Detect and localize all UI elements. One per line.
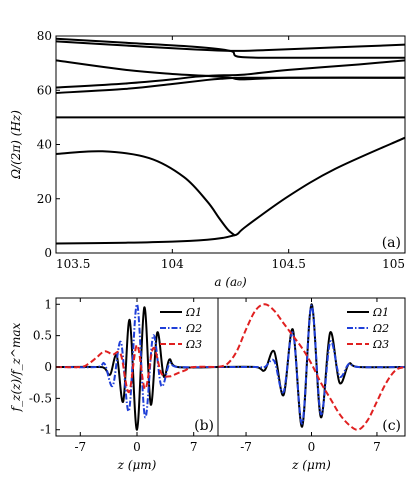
panel-b-xlabel: z (μm): [117, 458, 157, 472]
panel-a-ytick-label: 60: [37, 83, 52, 97]
panel-b-series-2-line: [56, 303, 218, 419]
panel-a-xtick-label: 103.5: [56, 257, 90, 271]
panel-c-legend-label-1: Ω1: [372, 306, 389, 319]
panel-a-series-7-line: [56, 40, 405, 52]
panel-a-series-1-line: [56, 136, 405, 245]
panel-b-label: (b): [194, 418, 214, 434]
panel-a-series-2-line: [56, 150, 236, 237]
panel-c-xtick-label: -7: [240, 440, 252, 454]
panel-b-ytick-label: 0: [44, 360, 52, 374]
panel-a-series-6-line: [56, 59, 405, 81]
panel-a-series-5-line: [56, 59, 405, 89]
panel-c-legend-label-3: Ω3: [372, 338, 389, 351]
panel-a-label: (a): [382, 235, 401, 251]
panel-a-ytick-label: 40: [37, 138, 52, 152]
panel-b-xtick-label: 7: [190, 440, 198, 454]
panel-b-xtick-label: 0: [133, 440, 141, 454]
panel-b-ytick-label: 1: [44, 297, 52, 311]
panel-c-xtick-label: 0: [308, 440, 316, 454]
panel-a-ytick-label: 20: [37, 192, 52, 206]
panel-a-xtick-label: 104.5: [271, 257, 305, 271]
panel-b-ytick-label: -0.5: [29, 391, 52, 405]
panel-c-label: (c): [382, 418, 401, 434]
panel-a-ytick-label: 80: [37, 29, 52, 43]
panel-b-ylabel: f_z(z)/f_z^max: [9, 322, 23, 412]
panel-b-legend-label-2: Ω2: [185, 322, 202, 335]
panel-b-legend-label-3: Ω3: [185, 338, 202, 351]
panel-b-ytick-label: 0.5: [33, 329, 52, 343]
panel-b-legend-label-1: Ω1: [185, 306, 202, 319]
panel-a-ylabel: Ω/(2π) (Hz): [9, 110, 23, 180]
panel-b-ytick-label: -1: [40, 423, 52, 437]
panel-c-series-3-line: [218, 303, 405, 431]
panel-a-series-8-line: [56, 37, 405, 59]
panel-b-xtick-label: -7: [74, 440, 86, 454]
panel-a-ytick-label: 0: [44, 246, 52, 260]
panel-a-xtick-label: 104: [161, 257, 184, 271]
panel-b-series-3-line: [56, 344, 218, 394]
panel-a-xlabel: a (a₀): [214, 275, 247, 289]
panel-c-xtick-label: 7: [373, 440, 381, 454]
panel-a-xtick-label: 105: [382, 257, 405, 271]
panel-c-xlabel: z (μm): [291, 458, 331, 472]
panel-c-legend-label-2: Ω2: [372, 322, 389, 335]
